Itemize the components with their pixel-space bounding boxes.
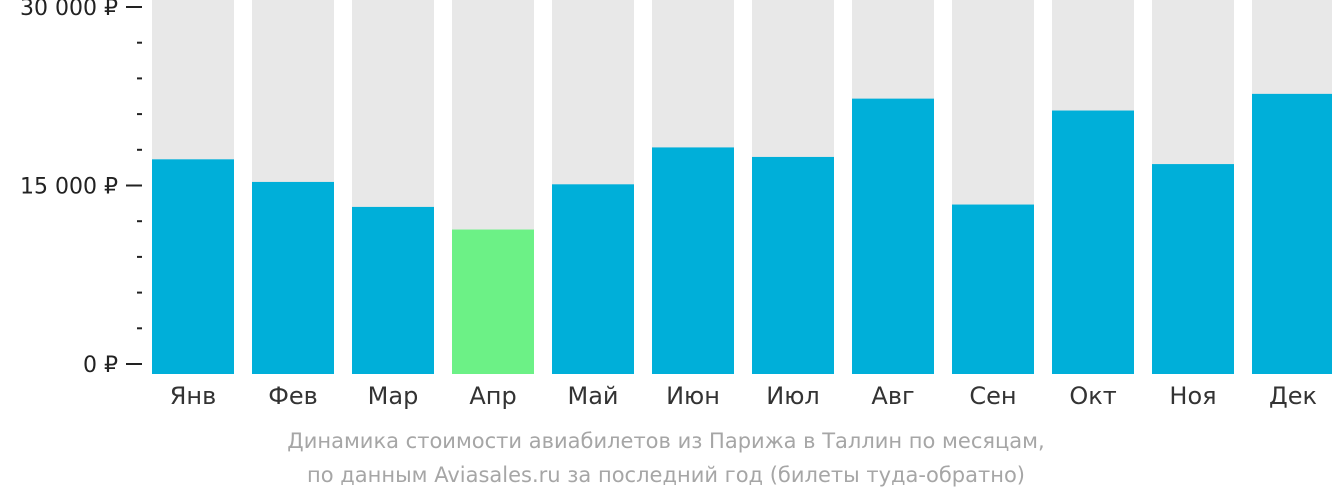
x-tick-label: Дек — [1269, 382, 1317, 410]
x-tick-label: Мар — [368, 382, 419, 410]
bar — [252, 181, 334, 374]
bar — [1052, 110, 1134, 374]
caption-line-2: по данным Aviasales.ru за последний год … — [307, 463, 1025, 487]
x-tick-label: Авг — [871, 382, 914, 410]
x-tick-label: Фев — [268, 382, 318, 410]
bar — [752, 156, 834, 374]
bar — [1152, 164, 1234, 374]
bar — [652, 147, 734, 374]
bar — [552, 184, 634, 374]
bar — [952, 204, 1034, 374]
chart-caption: Динамика стоимости авиабилетов из Парижа… — [0, 424, 1332, 492]
x-tick-label: Янв — [170, 382, 217, 410]
y-tick-label: 15 000 ₽ — [20, 175, 118, 200]
x-tick-label: Май — [567, 382, 618, 410]
x-axis: Янв Фев Мар Апр Май Июн Июл Авг Сен Окт Ноя Дек — [170, 382, 1317, 410]
bar — [1252, 93, 1332, 375]
bar — [152, 159, 234, 374]
bars — [152, 0, 1332, 375]
x-tick-label: Ноя — [1169, 382, 1216, 410]
x-tick-label: Апр — [469, 382, 516, 410]
x-tick-label: Сен — [969, 382, 1016, 410]
x-tick-label: Июл — [766, 382, 820, 410]
x-tick-label: Июн — [666, 382, 720, 410]
caption-line-1: Динамика стоимости авиабилетов из Парижа… — [287, 429, 1045, 453]
x-tick-label: Окт — [1069, 382, 1116, 410]
y-tick-label: 30 000 ₽ — [20, 0, 118, 21]
bar-highlight — [452, 229, 534, 374]
y-tick-label: 0 ₽ — [83, 353, 118, 378]
bar — [352, 206, 434, 374]
y-axis: 0 ₽ 15 000 ₽ 30 000 ₽ — [20, 0, 142, 378]
bar — [852, 98, 934, 374]
